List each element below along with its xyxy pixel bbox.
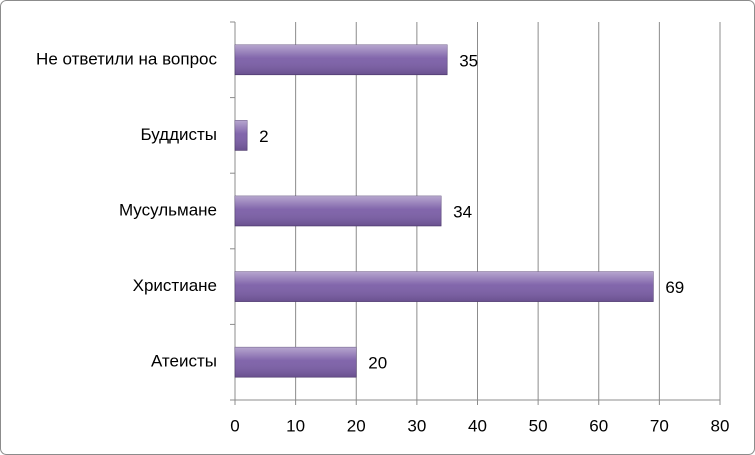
x-tick-label: 60 [589, 416, 608, 435]
bar [234, 346, 357, 378]
y-tick-label: Атеисты [151, 352, 217, 371]
x-tick-label: 50 [529, 416, 548, 435]
bar [234, 271, 654, 302]
y-tick-label: Христиане [133, 276, 217, 295]
x-tick-label: 30 [407, 416, 426, 435]
bar [234, 44, 448, 76]
data-label: 69 [665, 278, 684, 297]
y-tick-label: Буддисты [140, 125, 217, 144]
x-tick-label: 40 [468, 416, 487, 435]
x-tick-label: 0 [230, 416, 239, 435]
data-label: 35 [459, 51, 478, 70]
y-tick-label: Не ответили на вопрос [36, 49, 217, 68]
x-tick-label: 10 [286, 416, 305, 435]
bar [234, 195, 442, 227]
x-tick-label: 70 [650, 416, 669, 435]
data-label: 20 [368, 354, 387, 373]
bar [234, 120, 248, 151]
y-tick-label: Мусульмане [119, 200, 217, 219]
x-tick-label: 80 [711, 416, 730, 435]
x-tick-label: 20 [347, 416, 366, 435]
data-label: 2 [259, 127, 268, 146]
data-label: 34 [453, 202, 472, 221]
